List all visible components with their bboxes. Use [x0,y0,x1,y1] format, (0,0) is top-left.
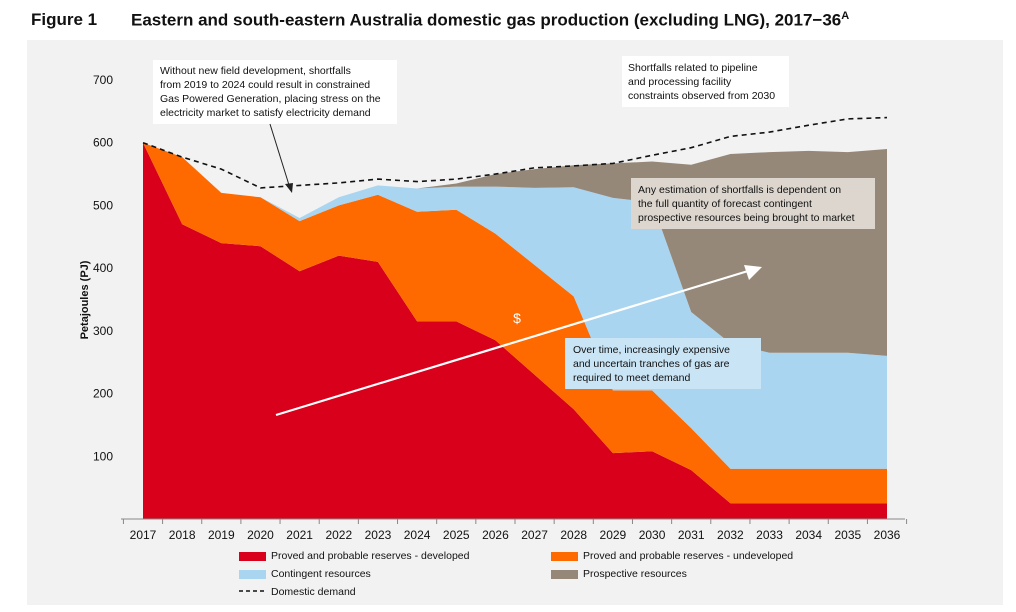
annotation-field-development-line-4: electricity market to satisfy electricit… [160,107,371,119]
y-tick-label-700: 700 [93,73,113,87]
arrow-head [744,265,762,280]
x-tick-label-2022: 2022 [325,528,352,542]
annotation-estimation-line-3: prospective resources being brought to m… [638,212,855,224]
legend-label: Prospective resources [583,568,687,580]
x-tick-label-2029: 2029 [600,528,627,542]
legend-item-3: Contingent resources [239,568,371,580]
axes: 2017 2018 2019 2020 2021 2022 2023 2024 2025 2026… [79,73,908,542]
legend-swatch [551,552,578,561]
x-tick-label-2023: 2023 [365,528,392,542]
x-tick-label-2032: 2032 [717,528,744,542]
annotation-estimation-line-2: the full quantity of forecast contingent [638,198,812,210]
legend-item-4: Prospective resources [551,568,687,580]
figure-title-superscript: A [841,10,850,22]
annotation-pointer-line [269,123,290,186]
arrow-shaft [275,269,749,417]
series-area-1 [143,142,887,519]
annotation-pipeline: Shortfalls related to pipeline and proces… [622,56,789,107]
annotation-pipeline-box [622,56,789,107]
annotation-field-development-line-2: from 2019 to 2024 could result in constr… [160,79,370,91]
legend-label: Proved and probable reserves - undevelop… [583,550,793,562]
x-tick-label-2030: 2030 [639,528,666,542]
x-tick-label-2020: 2020 [247,528,274,542]
y-tick-label-100: 100 [93,449,113,463]
annotation-pipeline-line-3: constraints observed from 2030 [628,90,775,102]
x-tick-label-2026: 2026 [482,528,509,542]
x-tick-label-2021: 2021 [286,528,313,542]
annotation-estimation-box [631,178,875,229]
x-tick-label-2024: 2024 [404,528,431,542]
annotation-field-development-box [153,60,397,124]
demand-line-layer [142,116,888,189]
legend-label: Contingent resources [271,568,371,580]
legend-swatch [239,552,266,561]
figure-header: Figure 1 Eastern and south-eastern Austr… [0,0,1016,40]
y-axis-label: Petajoules (PJ) [79,260,91,339]
x-tick-label-2031: 2031 [678,528,705,542]
x-tick-label-2035: 2035 [834,528,861,542]
x-tick-label-2019: 2019 [208,528,235,542]
legend-item-2: Proved and probable reserves - undevelop… [551,550,793,562]
y-tick-label-600: 600 [93,136,113,150]
figure-number: Figure 1 [31,10,98,29]
annotation-estimation: Any estimation of shortfalls is dependen… [631,178,875,229]
annotation-pointer-head [285,183,293,193]
price-arrow: $ [275,265,762,417]
annotation-pipeline-line-2: and processing facility [628,76,732,88]
figure-title-text: Eastern and south-eastern Australia dome… [131,10,842,30]
annotation-field-development: Without new field development, shortfall… [153,60,397,124]
x-tick-label-2033: 2033 [756,528,783,542]
legend-swatch [551,570,578,579]
legend-item-1: Proved and probable reserves - developed [239,550,470,562]
annotation-over-time: Over time, increasingly expensive and unc… [565,338,761,389]
x-tick-label-2018: 2018 [169,528,196,542]
x-tick-label-2034: 2034 [795,528,822,542]
x-tick-label-2028: 2028 [560,528,587,542]
annotation-over-time-line-2: and uncertain tranches of gas are [573,358,730,370]
arrow-dollar-label: $ [513,310,521,326]
figure-title: Eastern and south-eastern Australia dome… [131,10,849,31]
y-tick-label-400: 400 [93,261,113,275]
legend-swatch [239,570,266,579]
annotation-over-time-line-3: required to meet demand [573,372,690,384]
annotation-pipeline-line-1: Shortfalls related to pipeline [628,62,758,74]
x-tick-label-2027: 2027 [521,528,548,542]
legend-label: Proved and probable reserves - developed [271,550,470,562]
annotation-estimation-line-1: Any estimation of shortfalls is dependen… [638,184,841,196]
y-tick-label-300: 300 [93,324,113,338]
annotation-over-time-box [565,338,761,389]
annotation-field-development-line-1: Without new field development, shortfall… [160,65,351,77]
annotations: Without new field development, shortfall… [153,56,875,389]
x-tick-label-2017: 2017 [130,528,157,542]
x-tick-label-2036: 2036 [874,528,901,542]
y-tick-label-200: 200 [93,387,113,401]
legend: Proved and probable reserves - developed… [239,550,793,598]
annotation-field-development-line-3: Gas Powered Generation, placing stress o… [160,93,381,105]
annotation-over-time-line-1: Over time, increasingly expensive [573,344,730,356]
x-tick-label-2025: 2025 [443,528,470,542]
legend-label: Domestic demand [271,586,356,598]
demand-line [142,116,888,189]
legend-item-demand: Domestic demand [239,586,356,598]
series-area-2 [143,142,887,504]
y-tick-label-500: 500 [93,198,113,212]
